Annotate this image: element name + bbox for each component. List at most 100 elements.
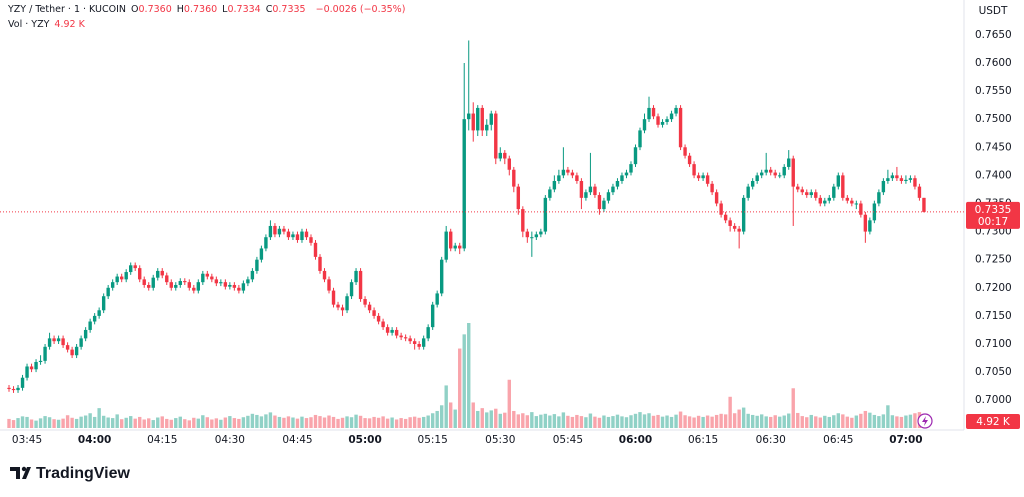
candle-body [759, 172, 764, 176]
candle-body [300, 231, 304, 241]
volume-bar [629, 415, 633, 428]
volume-bar [151, 420, 155, 428]
volume-bar [534, 416, 539, 428]
volume-bar [7, 418, 11, 428]
candle-body [778, 175, 782, 177]
x-tick-label: 04:30 [215, 434, 245, 446]
volume-bar [539, 414, 543, 428]
candle-body [110, 282, 115, 288]
candle-body [426, 327, 430, 339]
candle-body [354, 270, 358, 283]
candle-body [358, 270, 363, 300]
volume-bar [119, 419, 124, 428]
candle-body [282, 228, 286, 232]
candle-body [881, 180, 886, 193]
candle-body [624, 172, 629, 176]
volume-bar [331, 416, 336, 428]
candle-body [845, 197, 850, 201]
replay-icon[interactable] [917, 413, 933, 429]
candle-body [25, 366, 29, 378]
volume-bar [530, 412, 534, 428]
candle-body [255, 259, 259, 271]
x-tick-label: 04:15 [147, 434, 177, 446]
candle-body [629, 164, 633, 173]
volume-bar [403, 418, 408, 428]
x-tick-label: 06:00 [619, 434, 652, 446]
volume-bar [872, 414, 877, 428]
y-tick-label: 0.7500 [975, 113, 1012, 125]
volume-bar [381, 416, 385, 428]
volume-bar [890, 415, 895, 428]
volume-bar [426, 415, 430, 428]
volume-bar [913, 413, 917, 428]
candle-body [665, 119, 669, 122]
x-tick-label: 05:15 [418, 434, 448, 446]
field-key: C [265, 4, 273, 15]
volume-bar [759, 414, 764, 428]
volume-bar [791, 388, 795, 428]
candle-body [97, 310, 101, 316]
volume-bar [805, 417, 809, 428]
brand-logo: TradingView [10, 465, 131, 482]
candle-body [701, 175, 705, 179]
volume-bar [494, 408, 498, 428]
volume-bar [750, 414, 755, 428]
volume-bar [814, 416, 818, 428]
volume-bar [52, 419, 56, 428]
candle-body [458, 245, 462, 249]
candle-body [476, 107, 480, 131]
candle-body [367, 304, 372, 311]
volume-bar [778, 416, 782, 428]
volume-bar [602, 415, 606, 428]
candle-body [115, 276, 119, 283]
candle-body [138, 268, 142, 280]
candle-body [467, 113, 471, 120]
volume-bar [318, 416, 322, 428]
volume-bar [246, 415, 250, 428]
y-tick-label: 0.7650 [975, 29, 1012, 41]
candle-body [205, 273, 210, 277]
candle-body [309, 237, 313, 243]
volume-bar [11, 420, 16, 428]
y-tick-label: 0.7000 [975, 394, 1012, 406]
candle-body [421, 338, 426, 347]
candle-body [750, 180, 755, 187]
candle-body [678, 107, 683, 148]
volume-bar [264, 414, 268, 428]
volume-bar [678, 411, 683, 428]
x-tick-label: 07:00 [889, 434, 922, 446]
volume-bar [809, 414, 813, 428]
x-tick-label: 05:30 [485, 434, 515, 446]
volume-bar [156, 417, 160, 428]
candle-body [187, 282, 191, 288]
candle-body [480, 107, 484, 131]
candle-body [543, 197, 548, 232]
candle-body [521, 209, 525, 232]
candle-body [503, 152, 507, 159]
volume-bar [854, 415, 859, 428]
volume-bar [255, 414, 259, 428]
candle-body [669, 113, 674, 120]
volume-bar [746, 413, 750, 428]
field-value: 0.7335 [272, 4, 306, 15]
volume-bar [291, 417, 295, 428]
candle-body [651, 107, 656, 117]
candle-body [818, 197, 822, 204]
candle-body [841, 175, 845, 198]
volume-bar [142, 419, 146, 428]
candle-body [52, 338, 56, 342]
volume-bar [56, 419, 61, 428]
candle-body [268, 225, 273, 238]
candle-body [827, 197, 831, 201]
candle-body [895, 175, 899, 179]
volume-bar [88, 413, 92, 428]
volume-bar [543, 413, 548, 428]
candle-body [412, 341, 417, 344]
volume-bar [313, 414, 318, 428]
volume-bar [512, 410, 516, 428]
volume-bar [277, 416, 282, 428]
volume-bar [886, 405, 890, 428]
volume-bar [458, 348, 462, 428]
candle-body [430, 304, 435, 328]
candle-body [552, 180, 557, 190]
